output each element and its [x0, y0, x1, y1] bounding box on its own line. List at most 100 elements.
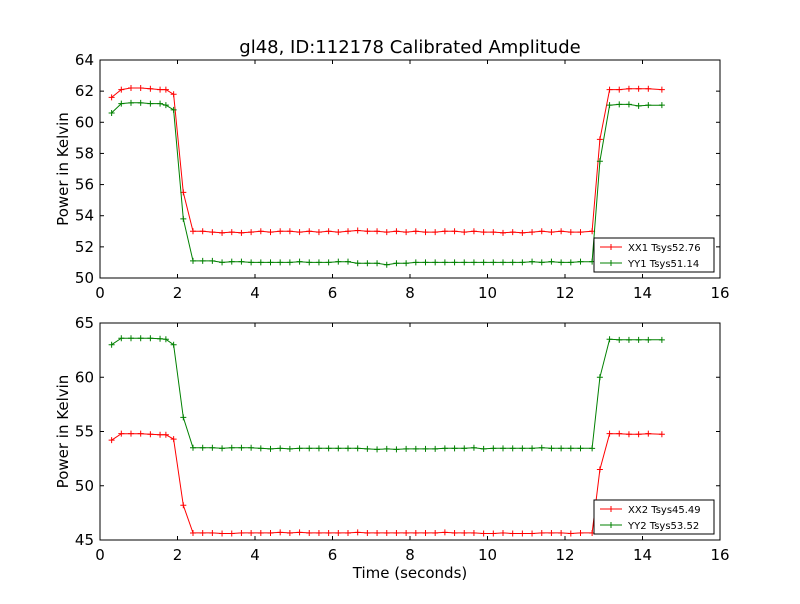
data-point: [354, 227, 361, 234]
data-point: [335, 229, 342, 236]
data-point: [606, 430, 613, 437]
data-point: [137, 99, 144, 106]
data-point: [118, 86, 125, 93]
data-point: [170, 91, 177, 98]
data-point: [118, 335, 125, 342]
x-tick-label: 8: [405, 546, 415, 564]
data-point: [286, 529, 293, 536]
data-point: [238, 444, 245, 451]
data-point: [490, 445, 497, 452]
data-point: [412, 445, 419, 452]
data-point: [558, 445, 565, 452]
data-point: [635, 336, 642, 343]
data-point: [209, 257, 216, 264]
y-tick-label: 58: [75, 144, 94, 162]
data-point: [451, 259, 458, 266]
data-point: [490, 259, 497, 266]
data-point: [147, 85, 154, 92]
data-point: [616, 86, 623, 93]
data-point: [306, 259, 313, 266]
legend-box: [593, 499, 715, 535]
data-point: [606, 86, 613, 93]
data-point: [519, 229, 526, 236]
data-point: [432, 529, 439, 536]
data-point: [470, 259, 477, 266]
data-point: [412, 228, 419, 235]
data-point: [335, 529, 342, 536]
x-tick-label: 14: [633, 546, 652, 564]
data-point: [180, 215, 187, 222]
data-point: [625, 431, 632, 438]
data-point: [306, 529, 313, 536]
x-axis-label: Time (seconds): [352, 564, 468, 582]
data-point: [500, 445, 506, 452]
data-point: [441, 228, 448, 235]
data-point: [451, 529, 458, 536]
data-point: [422, 229, 429, 236]
data-point: [470, 529, 477, 536]
data-point: [286, 259, 293, 266]
data-point: [529, 445, 536, 452]
data-point: [345, 445, 351, 452]
data-point: [490, 530, 497, 537]
data-point: [199, 529, 206, 536]
data-point: [635, 431, 642, 438]
x-tick-label: 12: [555, 546, 574, 564]
data-point: [529, 258, 536, 265]
data-point: [209, 529, 216, 536]
data-point: [228, 258, 235, 265]
x-tick-label: 4: [250, 284, 260, 302]
data-point: [180, 414, 187, 421]
data-point: [315, 259, 322, 266]
data-point: [128, 335, 134, 342]
y-tick-label: 50: [75, 269, 94, 287]
data-point: [325, 259, 332, 266]
x-tick-label: 12: [555, 284, 574, 302]
data-point: [616, 336, 623, 343]
data-point: [128, 99, 134, 106]
data-point: [412, 259, 419, 266]
y-tick-label: 60: [75, 368, 94, 386]
data-point: [374, 260, 381, 267]
data-point: [625, 336, 632, 343]
data-point: [470, 228, 477, 235]
legend-label: YY2 Tsys53.52: [627, 521, 699, 532]
data-point: [422, 259, 429, 266]
y-axis-label: Power in Kelvin: [54, 375, 72, 489]
data-point: [480, 530, 487, 537]
data-point: [538, 444, 545, 451]
data-point: [248, 229, 255, 236]
data-point: [461, 229, 468, 236]
data-point: [108, 94, 115, 101]
data-point: [538, 228, 545, 235]
data-point: [157, 431, 164, 438]
data-point: [374, 446, 381, 453]
data-point: [480, 259, 487, 266]
data-point: [345, 529, 351, 536]
data-point: [137, 335, 144, 342]
data-point: [325, 228, 332, 235]
x-tick-label: 14: [633, 284, 652, 302]
data-point: [108, 437, 115, 444]
data-point: [162, 431, 169, 438]
data-point: [412, 529, 419, 536]
data-point: [364, 260, 371, 267]
y-tick-label: 52: [75, 238, 94, 256]
data-point: [199, 228, 206, 235]
data-point: [248, 529, 255, 536]
data-point: [162, 336, 169, 343]
data-point: [383, 445, 390, 452]
data-point: [209, 229, 216, 236]
data-point: [658, 431, 665, 438]
data-point: [451, 228, 458, 235]
data-point: [306, 228, 313, 235]
data-point: [147, 100, 154, 107]
data-point: [296, 258, 303, 265]
data-point: [451, 445, 458, 452]
data-point: [422, 529, 429, 536]
data-point: [577, 529, 584, 536]
data-point: [635, 102, 642, 109]
data-point: [325, 445, 332, 452]
data-point: [625, 101, 632, 108]
data-point: [567, 530, 574, 537]
